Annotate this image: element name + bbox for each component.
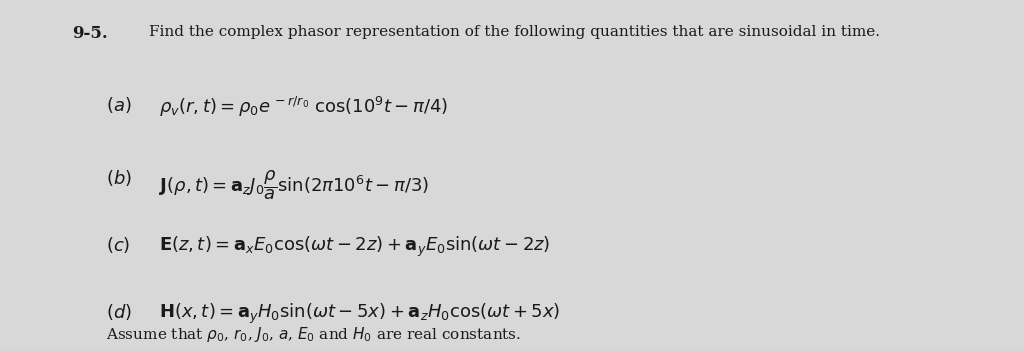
Text: $\mathbf{J}(\rho, t) = \mathbf{a}_z J_0 \dfrac{\rho}{a} \sin(2\pi 10^6 t - \pi/3: $\mathbf{J}(\rho, t) = \mathbf{a}_z J_0 …	[159, 168, 429, 202]
Text: $\rho_v(r,t) = \rho_0 e^{\,-r/r_0}\ \cos(10^9 t - \pi/4)$: $\rho_v(r,t) = \rho_0 e^{\,-r/r_0}\ \cos…	[159, 95, 449, 119]
Text: $(b)$: $(b)$	[106, 168, 132, 188]
Text: $\mathbf{E}(z,t) = \mathbf{a}_x E_0 \cos(\omega t - 2z) + \mathbf{a}_y E_0 \sin(: $\mathbf{E}(z,t) = \mathbf{a}_x E_0 \cos…	[159, 235, 551, 259]
Text: $(a)$: $(a)$	[106, 95, 131, 115]
Text: 9-5.: 9-5.	[73, 25, 108, 41]
Text: Find the complex phasor representation of the following quantities that are sinu: Find the complex phasor representation o…	[150, 25, 881, 39]
Text: Assume that $\rho_0$, $r_0$, $J_0$, $a$, $E_0$ and $H_0$ are real constants.: Assume that $\rho_0$, $r_0$, $J_0$, $a$,…	[106, 325, 521, 344]
Text: $\mathbf{H}(x,t) = \mathbf{a}_y H_0 \sin(\omega t - 5x) + \mathbf{a}_z H_0 \cos(: $\mathbf{H}(x,t) = \mathbf{a}_y H_0 \sin…	[159, 302, 560, 326]
Text: $(c)$: $(c)$	[106, 235, 130, 255]
Text: $(d)$: $(d)$	[106, 302, 132, 322]
